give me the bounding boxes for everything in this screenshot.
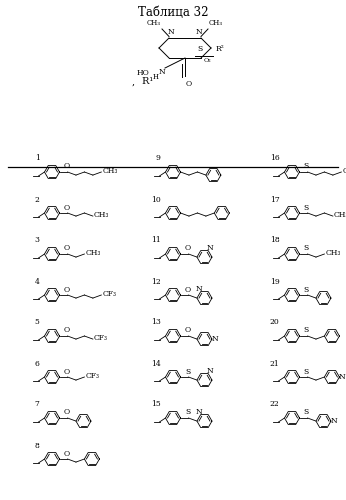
Text: HO: HO (136, 69, 149, 77)
Text: 7: 7 (35, 400, 39, 408)
Text: Таблица 32: Таблица 32 (138, 6, 208, 18)
Text: 15: 15 (151, 400, 161, 408)
Text: O: O (186, 80, 192, 88)
Text: O: O (63, 408, 70, 416)
Text: 3: 3 (35, 236, 39, 244)
Text: S: S (197, 45, 203, 53)
Text: 8: 8 (35, 442, 39, 450)
Text: 2: 2 (35, 196, 39, 203)
Text: 22: 22 (270, 400, 280, 408)
Text: N: N (158, 68, 165, 76)
Text: 20: 20 (270, 318, 280, 326)
Text: N: N (339, 373, 346, 381)
Text: 18: 18 (270, 236, 280, 244)
Text: N: N (330, 417, 337, 425)
Text: O₂: O₂ (204, 58, 212, 63)
Text: 5: 5 (35, 318, 39, 326)
Text: R²: R² (216, 45, 225, 53)
Text: 21: 21 (270, 360, 280, 368)
Text: CH₃: CH₃ (342, 167, 346, 175)
Text: CH₃: CH₃ (334, 211, 346, 219)
Text: O: O (63, 204, 70, 212)
Text: O: O (63, 326, 70, 334)
Text: S: S (185, 408, 190, 416)
Text: S: S (185, 368, 190, 376)
Text: 4: 4 (35, 278, 39, 285)
Text: O: O (184, 326, 191, 334)
Text: CH₃: CH₃ (85, 249, 101, 257)
Text: N: N (195, 28, 202, 36)
Text: CH₃: CH₃ (102, 167, 118, 175)
Text: S: S (304, 368, 309, 376)
Text: CF₃: CF₃ (85, 372, 99, 380)
Text: CF₃: CF₃ (94, 334, 108, 342)
Text: 19: 19 (270, 278, 280, 285)
Text: CF₃: CF₃ (102, 290, 116, 298)
Text: S: S (304, 244, 309, 252)
Text: N: N (206, 367, 213, 375)
Text: N: N (196, 408, 202, 416)
Text: S: S (304, 162, 309, 170)
Text: 16: 16 (270, 154, 280, 162)
Text: 17: 17 (270, 196, 280, 203)
Text: 10: 10 (151, 196, 161, 203)
Text: N: N (196, 285, 202, 293)
Text: N: N (206, 244, 213, 252)
Text: R¹: R¹ (140, 78, 153, 86)
Text: ,: , (131, 78, 135, 86)
Text: O: O (184, 244, 191, 252)
Text: CH₃: CH₃ (209, 19, 223, 27)
Text: O: O (63, 244, 70, 252)
Text: S: S (304, 326, 309, 334)
Text: N: N (212, 335, 218, 343)
Text: O: O (63, 368, 70, 376)
Text: 9: 9 (156, 154, 161, 162)
Text: CH₃: CH₃ (147, 19, 161, 27)
Text: CH₃: CH₃ (326, 249, 341, 257)
Text: S: S (304, 408, 309, 416)
Text: CH₃: CH₃ (94, 211, 109, 219)
Text: 13: 13 (151, 318, 161, 326)
Text: O: O (63, 162, 70, 170)
Text: 12: 12 (151, 278, 161, 285)
Text: 14: 14 (151, 360, 161, 368)
Text: S: S (304, 286, 309, 294)
Text: O: O (184, 286, 191, 294)
Text: 6: 6 (35, 360, 39, 368)
Text: 11: 11 (151, 236, 161, 244)
Text: O: O (63, 450, 70, 458)
Text: O: O (63, 286, 70, 294)
Text: H: H (153, 73, 159, 81)
Text: N: N (167, 28, 174, 36)
Text: 1: 1 (35, 154, 39, 162)
Text: S: S (304, 204, 309, 212)
